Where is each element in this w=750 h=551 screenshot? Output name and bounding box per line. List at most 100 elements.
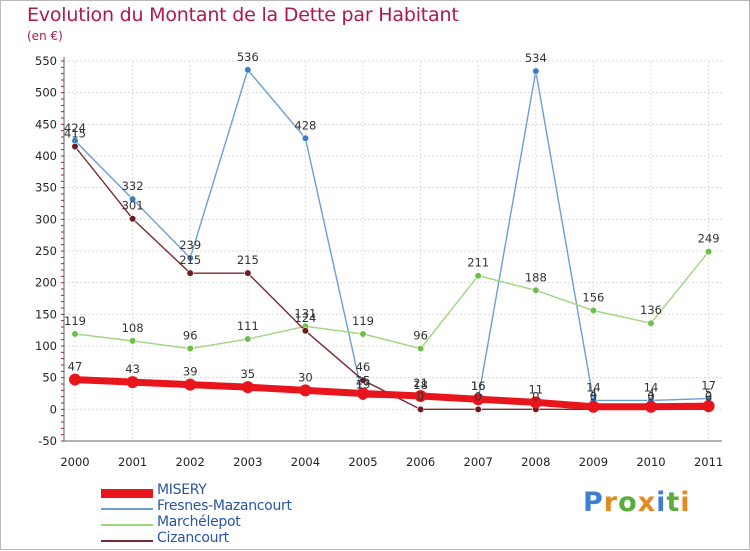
legend-label-misery: MISERY xyxy=(157,482,207,498)
data-label-misery: 35 xyxy=(240,367,255,381)
data-point-cizancourt xyxy=(186,269,194,277)
data-label-marchelepot: 111 xyxy=(237,319,259,333)
logo-letter: r xyxy=(603,487,619,518)
y-tick-label: 100 xyxy=(35,339,57,353)
data-label-marchelepot: 249 xyxy=(698,232,720,246)
data-label-fresnes-mazancourt: 239 xyxy=(179,238,201,252)
data-point-misery xyxy=(587,400,600,413)
y-tick-label: 450 xyxy=(35,117,57,131)
y-tick-label: 50 xyxy=(42,371,57,385)
data-point-cizancourt xyxy=(244,269,252,277)
data-label-cizancourt: 0 xyxy=(647,389,654,403)
x-tick-label: 2008 xyxy=(521,455,550,469)
data-label-fresnes-mazancourt: 424 xyxy=(64,121,86,135)
data-label-fresnes-mazancourt: 428 xyxy=(294,118,316,132)
data-point-misery xyxy=(472,393,485,406)
data-point-misery xyxy=(69,373,81,386)
chart-title: Evolution du Montant de la Dette par Hab… xyxy=(27,4,459,26)
data-point-marchelepot xyxy=(647,319,655,327)
data-point-fresnes-mazancourt xyxy=(186,254,194,262)
data-label-cizancourt: 0 xyxy=(417,389,424,403)
legend-label-marchelepot: Marchélepot xyxy=(157,514,241,530)
data-label-marchelepot: 119 xyxy=(352,314,374,328)
logo-letter: x xyxy=(637,487,657,518)
data-point-cizancourt xyxy=(71,142,79,151)
data-label-misery: 47 xyxy=(68,360,83,374)
data-label-marchelepot: 119 xyxy=(64,314,86,328)
data-point-cizancourt xyxy=(129,215,137,223)
data-point-marchelepot xyxy=(704,248,713,256)
data-point-cizancourt xyxy=(417,405,425,413)
x-tick-label: 2011 xyxy=(694,455,723,469)
data-label-misery: 25 xyxy=(356,374,371,388)
logo-letter: o xyxy=(618,487,638,518)
data-point-misery xyxy=(126,376,139,389)
data-label-marchelepot: 96 xyxy=(183,329,198,343)
data-point-misery xyxy=(184,378,197,391)
logo-letter: P xyxy=(583,487,604,518)
series-line-cizancourt xyxy=(74,145,710,411)
data-label-marchelepot: 188 xyxy=(525,270,547,284)
data-label-fresnes-mazancourt: 14 xyxy=(644,380,659,394)
data-point-marchelepot xyxy=(474,272,482,280)
data-label-misery: 4 xyxy=(647,387,654,401)
chart-subtitle: (en €) xyxy=(27,29,63,43)
data-label-cizancourt: 46 xyxy=(356,360,371,374)
legend-swatch-marchelepot xyxy=(101,524,153,526)
y-tick-label: -50 xyxy=(38,434,57,448)
data-label-marchelepot: 211 xyxy=(467,256,489,270)
data-label-cizancourt: 215 xyxy=(237,253,259,267)
data-label-misery: 43 xyxy=(125,362,140,376)
legend-swatch-fresnes xyxy=(101,508,153,510)
x-tick-label: 2004 xyxy=(291,455,320,469)
data-point-marchelepot xyxy=(129,337,137,345)
data-point-marchelepot xyxy=(589,306,598,315)
data-point-misery xyxy=(299,384,312,397)
data-label-marchelepot: 136 xyxy=(640,303,662,317)
x-tick-label: 2005 xyxy=(348,455,377,469)
data-label-marchelepot: 131 xyxy=(294,306,316,320)
y-tick-label: 500 xyxy=(35,86,57,100)
data-point-marchelepot xyxy=(186,344,194,353)
data-point-cizancourt xyxy=(359,376,367,384)
data-label-fresnes-mazancourt: 332 xyxy=(122,179,144,193)
data-label-misery: 39 xyxy=(183,365,198,379)
data-label-fresnes-mazancourt: 19 xyxy=(356,377,371,391)
data-label-marchelepot: 156 xyxy=(582,291,604,305)
data-label-cizancourt: 415 xyxy=(64,127,86,141)
x-tick-label: 2009 xyxy=(579,455,608,469)
proxiti-logo: Proxiti xyxy=(583,487,691,518)
data-point-misery xyxy=(414,390,427,403)
data-point-cizancourt xyxy=(301,327,310,335)
x-tick-label: 2002 xyxy=(176,455,205,469)
data-label-misery: 11 xyxy=(528,382,543,396)
logo-letter: i xyxy=(680,487,691,518)
y-tick-label: 400 xyxy=(35,149,57,163)
data-label-cizancourt: 0 xyxy=(532,389,539,403)
data-point-fresnes-mazancourt xyxy=(244,66,252,74)
x-tick-label: 2001 xyxy=(118,455,147,469)
x-tick-label: 2003 xyxy=(233,455,262,469)
data-point-marchelepot xyxy=(71,330,79,338)
data-point-misery xyxy=(529,396,542,409)
y-tick-label: 0 xyxy=(50,402,57,416)
data-label-marchelepot: 96 xyxy=(413,329,428,343)
data-label-cizancourt: 215 xyxy=(179,253,201,267)
data-point-misery xyxy=(357,387,369,400)
x-tick-label: 2006 xyxy=(406,455,435,469)
data-label-fresnes-mazancourt: 14 xyxy=(586,380,601,394)
series-line-marchelepot xyxy=(74,250,710,350)
data-label-cizancourt: 301 xyxy=(122,199,144,213)
data-label-cizancourt: 0 xyxy=(475,389,482,403)
data-point-misery xyxy=(241,381,254,394)
y-tick-label: 550 xyxy=(35,54,57,68)
y-tick-label: 200 xyxy=(35,276,57,290)
data-point-fresnes-mazancourt xyxy=(129,195,137,203)
data-point-marchelepot xyxy=(244,335,252,343)
data-label-misery: 5 xyxy=(705,386,712,400)
legend-label-fresnes: Fresnes-Mazancourt xyxy=(157,498,292,514)
series-line-misery xyxy=(71,376,713,411)
data-point-marchelepot xyxy=(417,344,425,353)
data-label-fresnes-mazancourt: 16 xyxy=(471,379,486,393)
